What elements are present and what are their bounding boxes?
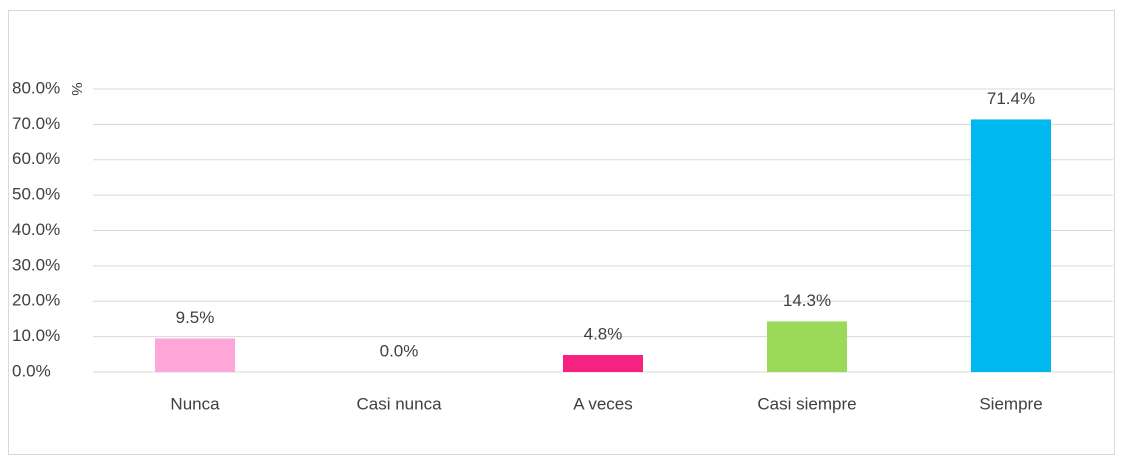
y-tick-label: 80.0% [12, 78, 60, 97]
y-tick-label: 30.0% [12, 255, 60, 274]
x-tick-label: Nunca [170, 394, 220, 413]
x-tick-label: Siempre [979, 394, 1042, 413]
bar [971, 119, 1051, 372]
y-axis-label: % [68, 82, 85, 95]
y-tick-label: 40.0% [12, 220, 60, 239]
y-tick-label: 0.0% [12, 361, 51, 380]
x-tick-label: A veces [573, 394, 633, 413]
y-tick-label: 60.0% [12, 149, 60, 168]
data-label: 71.4% [987, 89, 1035, 108]
y-tick-label: 10.0% [12, 326, 60, 345]
x-tick-label: Casi siempre [757, 394, 856, 413]
bar [563, 355, 643, 372]
bar [155, 338, 235, 372]
y-tick-label: 70.0% [12, 114, 60, 133]
data-label: 0.0% [380, 341, 419, 360]
bar [767, 321, 847, 372]
data-label: 14.3% [783, 291, 831, 310]
y-tick-label: 20.0% [12, 291, 60, 310]
data-label: 4.8% [584, 325, 623, 344]
chart-frame [8, 10, 1115, 455]
y-tick-label: 50.0% [12, 185, 60, 204]
data-label: 9.5% [176, 308, 215, 327]
x-tick-label: Casi nunca [356, 394, 442, 413]
